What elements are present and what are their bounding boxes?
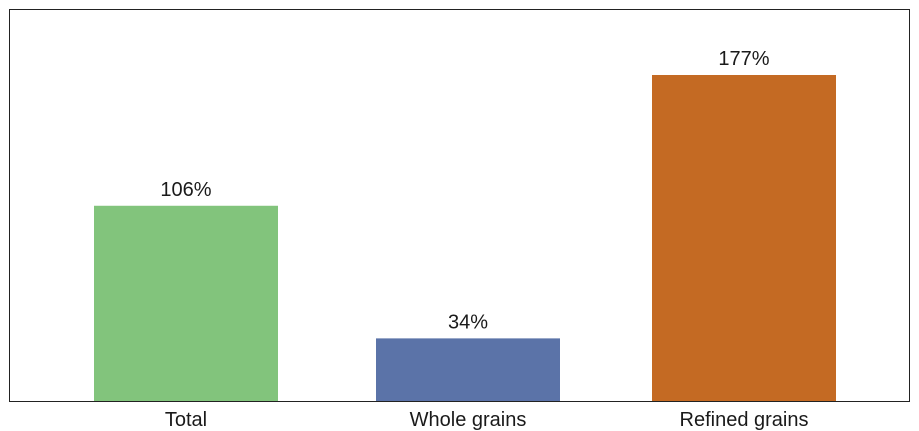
category-label-whole-grains: Whole grains	[410, 409, 527, 431]
bar-refined-grains	[652, 75, 836, 401]
category-label-refined-grains: Refined grains	[680, 409, 809, 431]
plot-frame	[9, 9, 910, 402]
bars-layer	[94, 75, 836, 401]
bar-total	[94, 205, 278, 401]
value-labels-layer: 106% 34% 177%	[160, 48, 769, 333]
value-label-refined-grains: 177%	[718, 48, 769, 70]
value-label-total: 106%	[160, 179, 211, 201]
category-label-total: Total	[165, 409, 207, 431]
bar-whole-grains	[376, 338, 560, 401]
category-labels-layer: Total Whole grains Refined grains	[165, 409, 809, 431]
value-label-whole-grains: 34%	[448, 311, 488, 333]
